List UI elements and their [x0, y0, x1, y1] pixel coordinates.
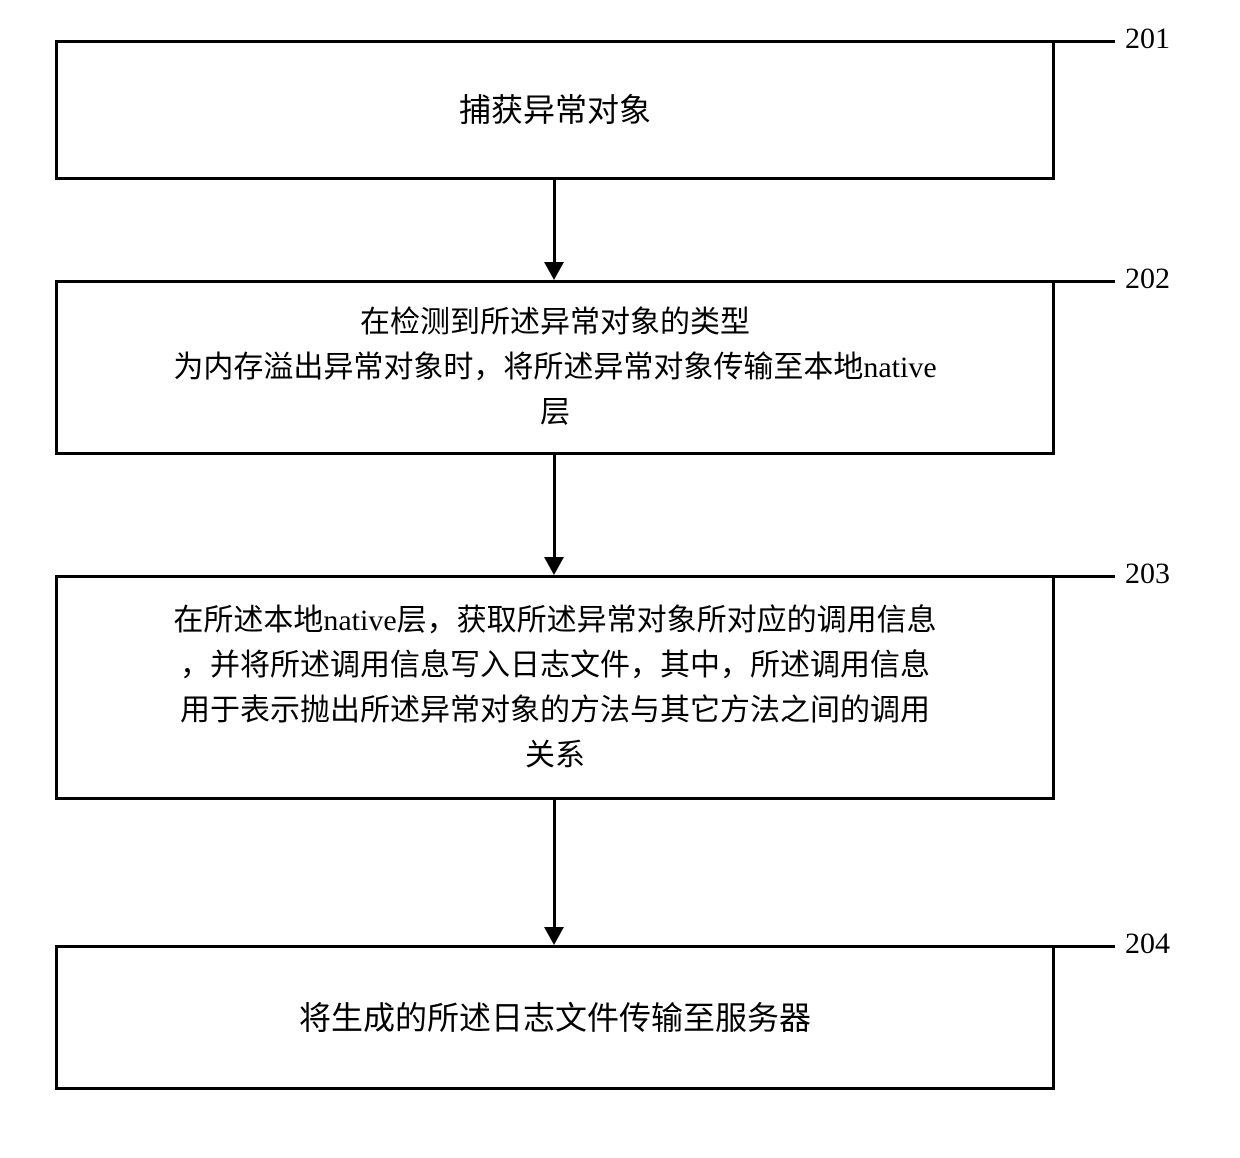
flowchart-container: 捕获异常对象 201 在检测到所述异常对象的类型 为内存溢出异常对象时，将所述异…	[0, 0, 1240, 1158]
arrow-2	[553, 455, 556, 557]
label-201: 201	[1125, 22, 1170, 56]
step-201-text: 捕获异常对象	[459, 86, 651, 134]
step-203-text: 在所述本地native层，获取所述异常对象所对应的调用信息 ，并将所述调用信息写…	[173, 598, 936, 778]
flowchart-step-201: 捕获异常对象	[55, 40, 1055, 180]
flowchart-step-204: 将生成的所述日志文件传输至服务器	[55, 945, 1055, 1090]
leader-line-201	[1055, 40, 1115, 43]
arrow-head-1	[544, 262, 564, 280]
label-202: 202	[1125, 262, 1170, 296]
step-204-text: 将生成的所述日志文件传输至服务器	[299, 994, 811, 1042]
arrow-head-3	[544, 927, 564, 945]
label-204: 204	[1125, 927, 1170, 961]
leader-line-204	[1055, 945, 1115, 948]
leader-line-202	[1055, 280, 1115, 283]
leader-line-203	[1055, 575, 1115, 578]
arrow-head-2	[544, 557, 564, 575]
arrow-1	[553, 180, 556, 262]
label-203: 203	[1125, 557, 1170, 591]
flowchart-step-202: 在检测到所述异常对象的类型 为内存溢出异常对象时，将所述异常对象传输至本地nat…	[55, 280, 1055, 455]
step-202-text: 在检测到所述异常对象的类型 为内存溢出异常对象时，将所述异常对象传输至本地nat…	[173, 300, 936, 435]
arrow-3	[553, 800, 556, 927]
flowchart-step-203: 在所述本地native层，获取所述异常对象所对应的调用信息 ，并将所述调用信息写…	[55, 575, 1055, 800]
